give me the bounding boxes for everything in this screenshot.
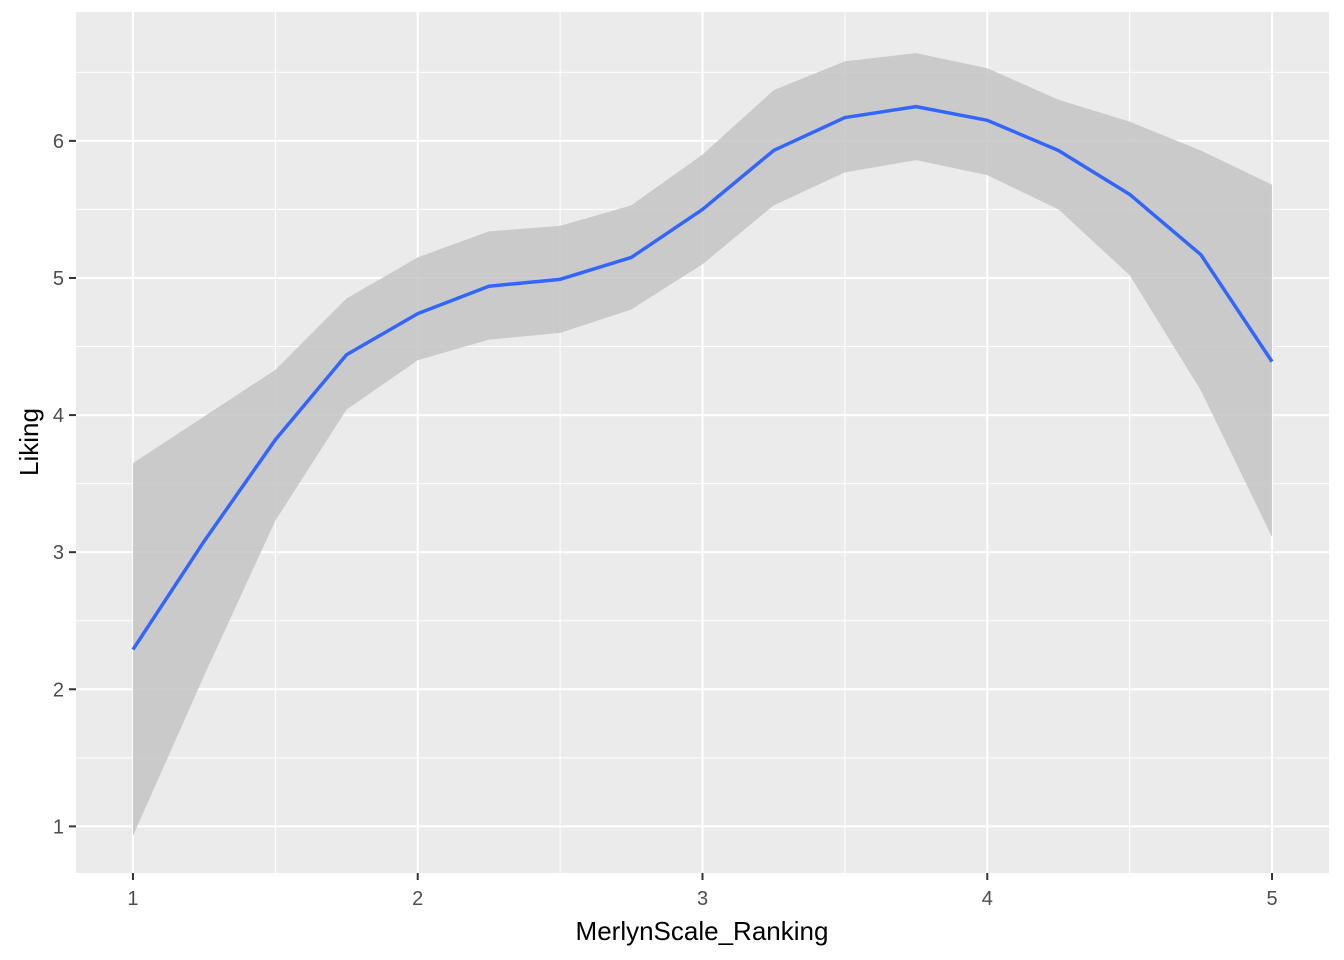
y-tick-label: 1 [53,816,64,838]
y-tick-label: 3 [53,542,64,564]
x-tick-label: 4 [982,888,993,910]
x-tick-label: 5 [1266,888,1277,910]
x-tick-label: 3 [697,888,708,910]
x-tick-label: 2 [412,888,423,910]
x-axis-title: MerlynScale_Ranking [576,916,829,946]
y-tick-label: 4 [53,405,64,427]
y-axis-title: Liking [14,408,44,476]
y-tick-label: 5 [53,268,64,290]
smooth-line [131,104,1274,651]
x-tick-label: 1 [127,888,138,910]
y-tick-label: 6 [53,131,64,153]
y-tick-label: 2 [53,679,64,701]
